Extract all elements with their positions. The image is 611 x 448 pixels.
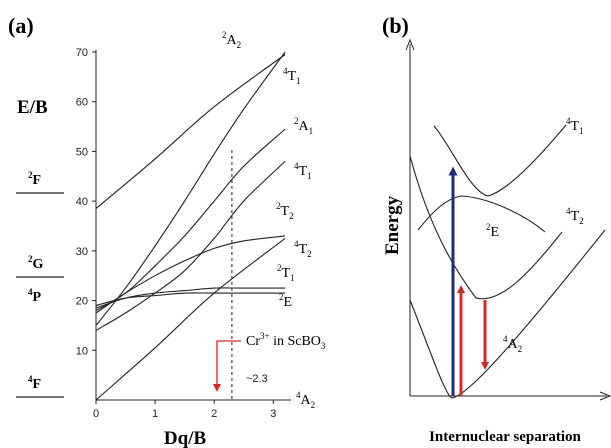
separation-axis-arrowhead [599,391,611,401]
y-tick-label: 40 [76,196,88,208]
panel-b-y-axis-title: Energy [382,195,403,255]
y-tick-label: 50 [76,146,88,158]
curve-2e [417,195,546,233]
series-line-2a1 [95,128,286,311]
x-tick-label: 1 [152,408,158,420]
curve-4t2 [409,155,563,300]
y-tick-label: 10 [76,345,88,357]
x-tick-label: 0 [93,408,99,420]
y-tick-label: 70 [76,47,88,59]
x-tick-label: 2 [211,408,217,420]
y-tick-label: 60 [76,97,88,109]
curve-4t1 [433,124,567,197]
free-ion-term-4f: 4F [28,374,41,392]
free-ion-term-2g: 2G [28,254,44,272]
panel-a-label: (a) [8,13,34,38]
series-line-2e [95,292,286,307]
series-label-4t1: 4T1 [283,66,301,86]
series-line-4t1 [95,161,286,331]
curve-label-2e: 2E [486,222,499,240]
series-line-2a2 [95,54,286,210]
series-label-2t1: 2T1 [277,263,295,283]
series-label-2t2: 2T2 [276,201,294,221]
series-label-2e: 2E [279,292,292,310]
dq-marker-value: ~2.3 [246,373,268,385]
panel-b-plot: 4A2 2E 4T2 4T1 [405,38,611,401]
free-ion-terms: 2F 2G 4P 4F [16,170,64,398]
series-label-2a1: 2A1 [294,116,313,136]
curve-label-4t2: 4T2 [566,206,584,226]
curve-4a2 [409,229,606,399]
free-ion-term-2f: 2F [28,170,41,188]
x-tick-label: 3 [270,408,276,420]
panel-b-x-axis-title: Internuclear separation [429,429,581,445]
free-ion-term-4p: 4P [28,287,42,305]
series-line-4t2 [95,237,286,401]
y-tick-label: 20 [76,296,88,308]
series-label-4t1: 4T1 [294,161,312,181]
annotation-arrow [213,340,241,392]
series-label-2a2: 2A2 [222,30,241,50]
series-label-4t2: 4T2 [294,239,312,259]
series-label-4a2: 4A2 [296,390,315,410]
y-tick-label: 30 [76,246,88,258]
panel-a-x-axis-title: Dq/B [164,428,207,448]
curve-label-4t1: 4T1 [566,116,584,136]
panel-a-y-axis-title: E/B [17,97,48,118]
energy-axis-arrowhead [405,38,415,51]
panel-b-label: (b) [382,13,409,38]
annotation-label: Cr3+ in ScBO3 [246,331,326,351]
series-line-2t2 [95,235,286,314]
curve-label-4a2: 4A2 [503,334,522,354]
series-line-4t1 [95,51,286,326]
